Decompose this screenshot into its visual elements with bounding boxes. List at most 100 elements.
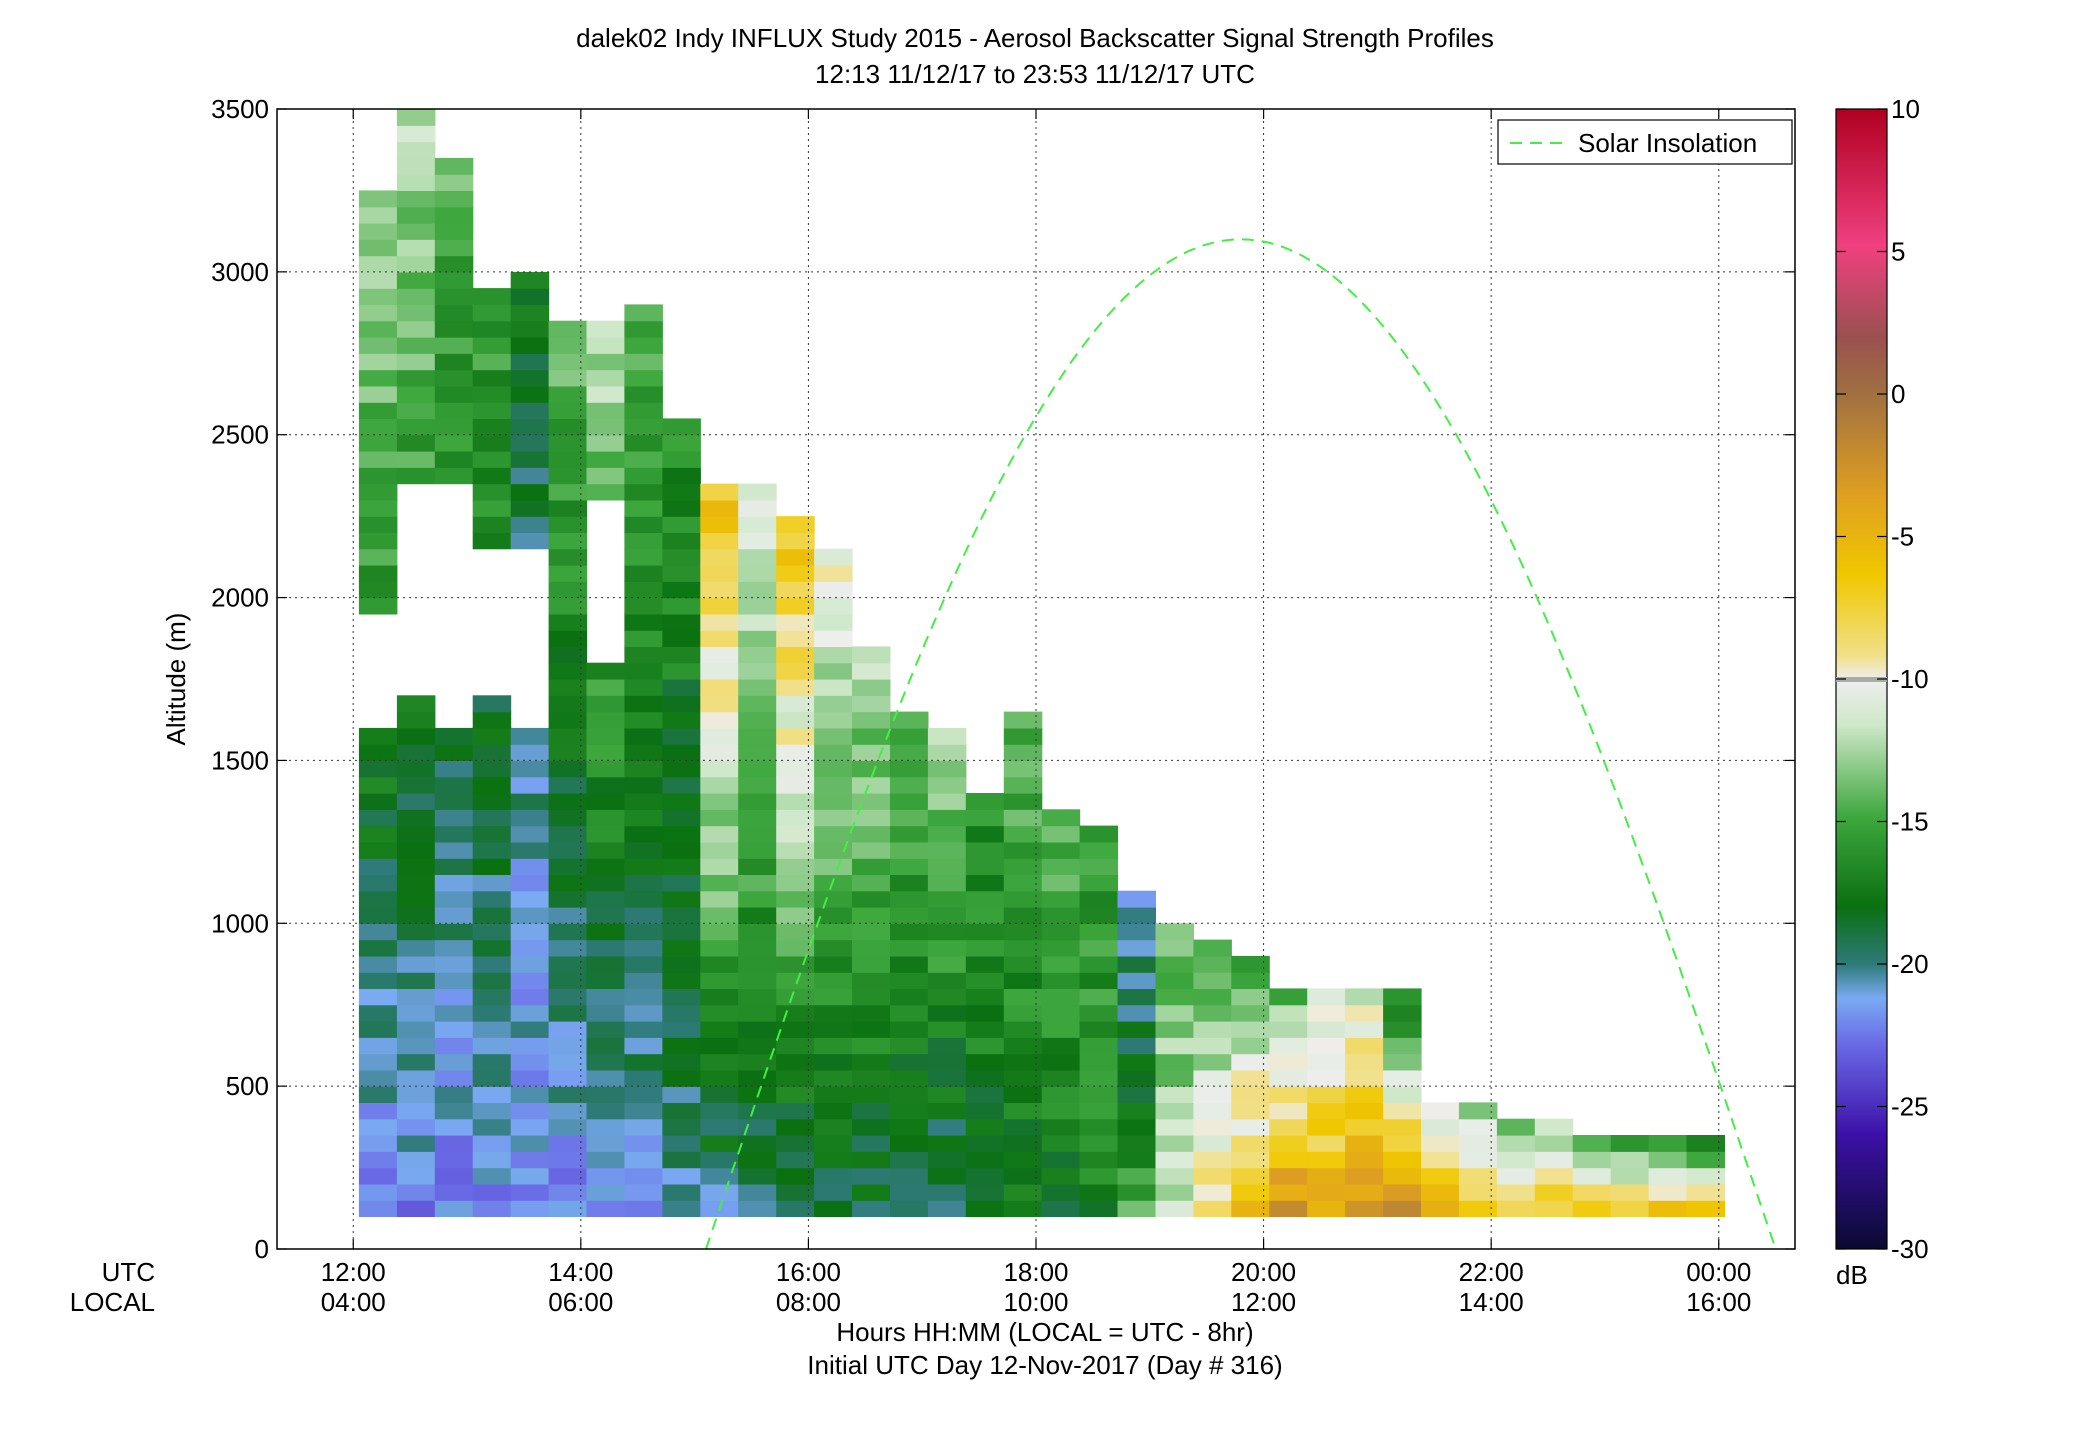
heatmap-cell — [624, 711, 663, 729]
heatmap-cell — [965, 1021, 1005, 1038]
heatmap-cell — [1193, 955, 1232, 973]
x-tick-label-local: 16:00 — [1686, 1287, 1751, 1317]
heatmap-cell — [396, 858, 436, 875]
heatmap-cell — [624, 776, 663, 794]
heatmap-cell — [700, 565, 739, 582]
heatmap-cell — [1041, 1053, 1081, 1071]
heatmap-cell — [776, 955, 815, 973]
heatmap-cell — [434, 369, 474, 387]
x-axis-label: Hours HH:MM (LOCAL = UTC - 8hr) — [836, 1317, 1253, 1347]
heatmap-cell — [814, 1021, 853, 1038]
heatmap-cell — [700, 1053, 739, 1071]
heatmap-cell — [1269, 1200, 1308, 1217]
heatmap-cell — [662, 646, 701, 664]
heatmap-cell — [965, 825, 1005, 843]
colorbar-tick-label: -15 — [1891, 807, 1929, 837]
heatmap-cell — [927, 1086, 967, 1103]
heatmap-cell — [624, 516, 663, 533]
heatmap-cell — [1117, 1102, 1156, 1120]
x-axis-label-2: Initial UTC Day 12-Nov-2017 (Day # 316) — [807, 1350, 1282, 1380]
heatmap-cell — [1117, 1053, 1156, 1071]
heatmap-cell — [852, 890, 891, 908]
heatmap-cell — [852, 793, 891, 810]
heatmap-cell — [472, 955, 512, 973]
x-row-label-local: LOCAL — [70, 1287, 155, 1317]
heatmap-cell — [586, 858, 625, 875]
heatmap-cell — [586, 337, 625, 354]
heatmap-cell — [510, 1167, 550, 1185]
heatmap-cell — [1307, 1053, 1346, 1071]
heatmap-cell — [776, 1069, 815, 1087]
heatmap-cell — [472, 418, 512, 436]
heatmap-cell — [1079, 1167, 1119, 1185]
heatmap-cell — [548, 1004, 588, 1022]
heatmap-cell — [662, 874, 701, 892]
heatmap-cell — [1155, 1135, 1194, 1152]
heatmap-cell — [358, 288, 398, 305]
heatmap-cell — [662, 727, 701, 745]
heatmap-cell — [396, 402, 436, 419]
heatmap-cell — [434, 1102, 474, 1120]
heatmap-cell — [662, 1183, 701, 1201]
heatmap-cell — [890, 939, 929, 957]
heatmap-cell — [548, 988, 588, 1006]
chart-subtitle: 12:13 11/12/17 to 23:53 11/12/17 UTC — [815, 59, 1255, 89]
heatmap-cell — [1079, 1102, 1119, 1120]
heatmap-cell — [548, 695, 588, 713]
heatmap-cell — [434, 467, 474, 485]
heatmap-cell — [586, 353, 625, 371]
heatmap-cell — [700, 1102, 739, 1120]
heatmap-cell — [814, 581, 853, 599]
heatmap-cell — [890, 1086, 929, 1103]
heatmap-cell — [358, 369, 398, 387]
colorbar-ticks: 10 5 0 -5 -10 -15 -20 -25 -30 — [1836, 94, 1929, 1264]
heatmap-cell — [396, 157, 436, 175]
heatmap-cell — [890, 841, 929, 859]
heatmap-cell — [890, 1053, 929, 1071]
heatmap-cell — [1003, 1102, 1043, 1120]
heatmap-cell — [662, 1053, 701, 1071]
heatmap-cell — [548, 1086, 588, 1103]
heatmap-cell — [434, 271, 474, 289]
heatmap-cell — [434, 255, 474, 273]
heatmap-cell — [662, 890, 701, 908]
heatmap-cell — [738, 1167, 777, 1185]
heatmap-cell — [586, 1021, 625, 1038]
colorbar: 10 5 0 -5 -10 -15 -20 -25 -30 dB — [1835, 94, 1929, 1290]
heatmap-cell — [396, 385, 436, 403]
heatmap-cell — [927, 972, 967, 989]
heatmap-cell — [358, 1118, 398, 1136]
heatmap-cell — [624, 1069, 663, 1087]
heatmap-cell — [927, 1118, 967, 1136]
heatmap-cell — [434, 206, 474, 224]
heatmap-cell — [548, 825, 588, 843]
heatmap-cell — [738, 727, 777, 745]
heatmap-cell — [1079, 1069, 1119, 1087]
heatmap-cell — [662, 1151, 701, 1169]
heatmap-cell — [776, 613, 815, 631]
heatmap-cell — [1307, 1021, 1346, 1038]
heatmap-cell — [776, 858, 815, 875]
heatmap-cell — [624, 662, 663, 680]
heatmap-cell — [738, 613, 777, 631]
heatmap-cell — [662, 1021, 701, 1038]
heatmap-cell — [548, 1053, 588, 1071]
heatmap-cell — [548, 516, 588, 533]
heatmap-cell — [1117, 1200, 1156, 1217]
heatmap-cell — [586, 793, 625, 810]
heatmap-cell — [472, 1167, 512, 1185]
heatmap-cell — [510, 337, 550, 354]
heatmap-cell — [1610, 1135, 1650, 1152]
heatmap-cell — [1383, 1200, 1422, 1217]
heatmap-cell — [472, 744, 512, 761]
heatmap-cell — [852, 776, 891, 794]
heatmap-cell — [586, 1053, 625, 1071]
heatmap-cell — [965, 907, 1005, 924]
heatmap-cell — [624, 1037, 663, 1055]
heatmap-cell — [434, 1037, 474, 1055]
heatmap-cell — [472, 760, 512, 778]
heatmap-cell — [434, 223, 474, 240]
heatmap-cell — [434, 1183, 474, 1201]
heatmap-cell — [1572, 1183, 1612, 1201]
heatmap-cell — [927, 1021, 967, 1038]
